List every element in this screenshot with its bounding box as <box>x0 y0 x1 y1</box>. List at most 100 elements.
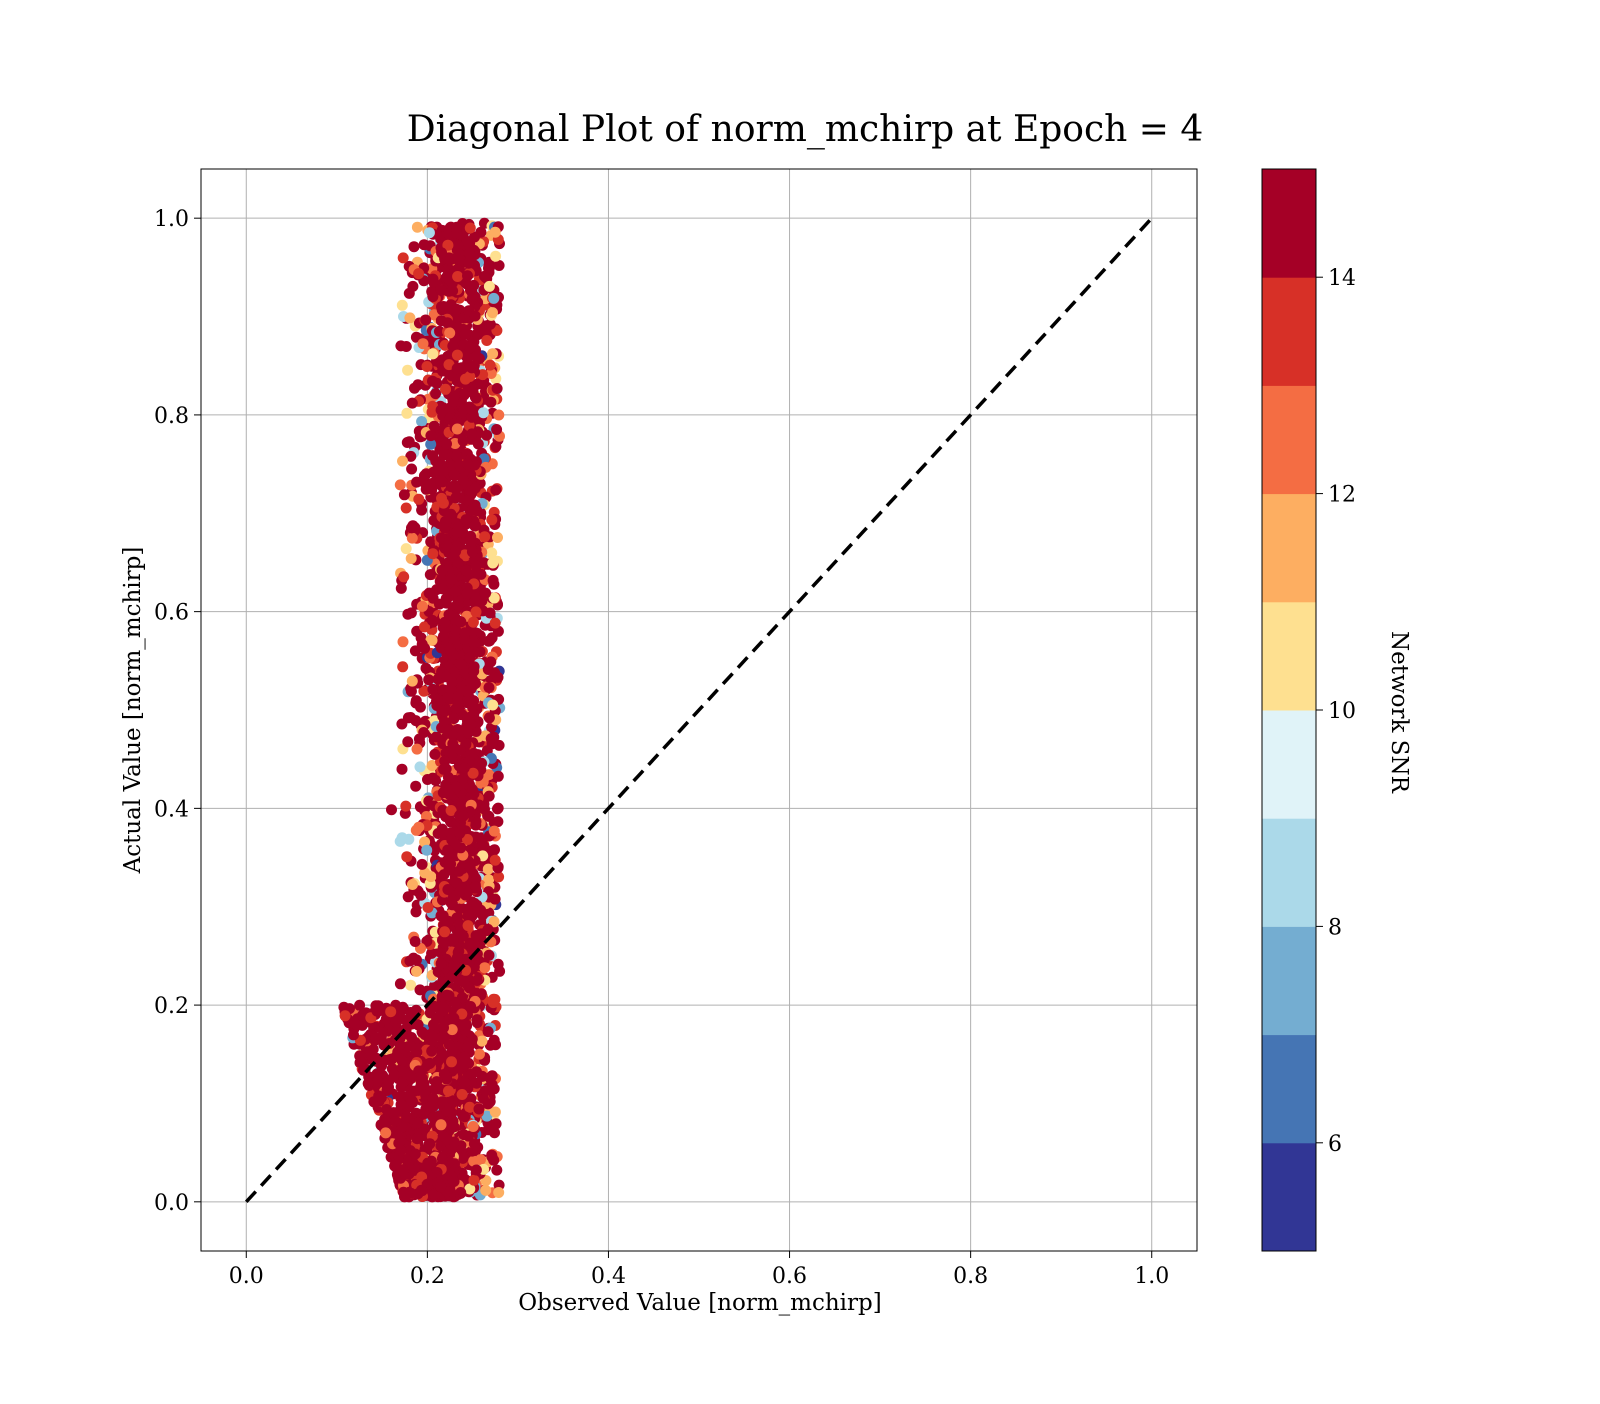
scatter-point <box>419 642 431 654</box>
scatter-point <box>413 493 425 505</box>
scatter-point <box>457 810 469 822</box>
scatter-point <box>437 738 449 750</box>
scatter-point <box>450 492 462 504</box>
scatter-point <box>483 280 495 292</box>
scatter-point <box>441 1105 453 1117</box>
scatter-point <box>482 923 494 935</box>
scatter-point <box>488 825 500 837</box>
scatter-point <box>489 226 501 238</box>
scatter-point <box>428 1111 440 1123</box>
x-tick-label-0: 0.0 <box>229 1264 264 1289</box>
colorbar-segment-1 <box>1262 1034 1316 1144</box>
colorbar-segment-2 <box>1262 926 1316 1036</box>
scatter-point <box>412 379 424 391</box>
scatter-point <box>484 318 496 330</box>
scatter-point <box>424 1057 436 1069</box>
colorbar-tick-label-3: 12 <box>1328 483 1356 508</box>
scatter-point <box>444 327 456 339</box>
scatter-point <box>466 1068 478 1080</box>
scatter-point <box>447 738 459 750</box>
scatter-point <box>397 252 409 264</box>
scatter-point <box>452 557 464 569</box>
colorbar-segment-3 <box>1262 818 1316 927</box>
scatter-point <box>458 762 470 774</box>
scatter-point <box>452 691 464 703</box>
scatter-point <box>442 317 453 329</box>
scatter-point <box>466 403 478 415</box>
scatter-point <box>461 587 473 599</box>
scatter-point <box>423 674 435 686</box>
x-tick-label-2: 0.4 <box>591 1264 626 1289</box>
scatter-point <box>405 607 417 619</box>
scatter-point <box>416 1185 428 1197</box>
scatter-point <box>468 637 480 649</box>
scatter-point <box>396 763 408 775</box>
scatter-point <box>489 1106 501 1118</box>
scatter-point <box>435 474 447 486</box>
scatter-point <box>483 682 495 693</box>
scatter-point <box>406 675 418 687</box>
scatter-point <box>414 761 426 773</box>
scatter-point <box>339 1010 351 1022</box>
scatter-point <box>492 671 504 683</box>
colorbar-ticks: 6 8 10 12 14 <box>1316 266 1356 1157</box>
scatter-point <box>394 479 406 491</box>
scatter-point <box>428 420 440 432</box>
scatter-point <box>459 627 471 639</box>
scatter-point <box>446 573 458 585</box>
scatter-point <box>493 871 505 883</box>
scatter-point <box>423 227 435 239</box>
scatter-point <box>485 396 497 408</box>
scatter-point <box>464 652 476 664</box>
scatter-point <box>427 1092 439 1104</box>
scatter-point <box>437 630 449 642</box>
scatter-point <box>403 1090 415 1102</box>
scatter-point <box>471 350 482 362</box>
scatter-point <box>463 910 474 922</box>
scatter-point <box>440 597 452 609</box>
scatter-point <box>490 441 502 453</box>
scatter-point <box>442 884 454 895</box>
scatter-point <box>438 301 450 312</box>
scatter-point <box>457 930 469 942</box>
scatter-point <box>427 291 439 303</box>
scatter-point <box>406 522 417 534</box>
scatter-point <box>460 514 472 526</box>
scatter-point <box>487 307 498 319</box>
scatter-point <box>396 718 408 730</box>
scatter-point <box>479 531 491 543</box>
scatter-point <box>438 1022 449 1034</box>
scatter-point <box>398 571 410 583</box>
scatter-point <box>454 744 466 756</box>
scatter-point <box>437 1130 449 1142</box>
scatter-point <box>461 1041 473 1053</box>
scatter-point <box>457 435 469 447</box>
scatter-point <box>407 280 419 292</box>
scatter-point <box>398 489 410 501</box>
y-axis-label: Actual Value [norm_mchirp] <box>120 547 146 875</box>
scatter-point <box>442 844 454 856</box>
scatter-point <box>405 685 417 697</box>
scatter-point <box>446 1024 458 1036</box>
scatter-point <box>457 474 469 486</box>
scatter-point <box>489 617 501 629</box>
scatter-point <box>486 738 498 750</box>
scatter-point <box>455 616 467 628</box>
scatter-point <box>489 1127 500 1139</box>
scatter-point <box>454 827 466 839</box>
scatter-point <box>404 955 416 967</box>
scatter-point <box>411 743 423 755</box>
scatter-point <box>447 340 459 352</box>
scatter-point <box>437 910 449 922</box>
scatter-point <box>457 1059 469 1071</box>
scatter-point <box>481 429 493 441</box>
scatter-point <box>470 873 482 885</box>
scatter-point <box>422 902 434 913</box>
scatter-point <box>421 935 433 947</box>
y-tick-label-1: 0.2 <box>154 994 189 1019</box>
scatter-point <box>425 634 437 646</box>
scatter-point <box>483 949 495 961</box>
scatter-point <box>466 411 478 423</box>
scatter-point <box>435 1119 447 1131</box>
scatter-point <box>405 1040 417 1052</box>
